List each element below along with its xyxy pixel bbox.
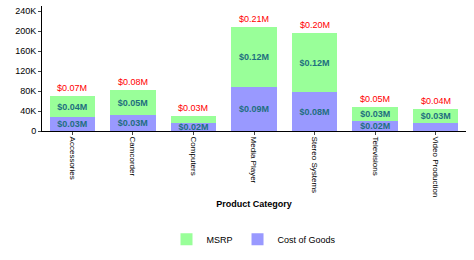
svg-text:240K: 240K <box>15 6 36 16</box>
svg-text:$0.02M: $0.02M <box>360 121 390 131</box>
svg-text:$0.09M: $0.09M <box>239 104 269 114</box>
svg-text:40K: 40K <box>20 106 36 116</box>
svg-text:$0.08M: $0.08M <box>300 107 330 117</box>
svg-text:120K: 120K <box>15 66 36 76</box>
svg-text:$0.20M: $0.20M <box>300 20 330 30</box>
svg-text:$0.21M: $0.21M <box>239 14 269 24</box>
svg-text:$0.07M: $0.07M <box>57 83 87 93</box>
svg-text:200K: 200K <box>15 26 36 36</box>
svg-text:$0.03M: $0.03M <box>57 119 87 129</box>
svg-text:Video Production: Video Production <box>431 137 440 198</box>
svg-text:80K: 80K <box>20 86 36 96</box>
svg-text:$0.04M: $0.04M <box>421 96 451 106</box>
svg-text:$0.02M: $0.02M <box>178 122 208 132</box>
svg-text:$0.12M: $0.12M <box>239 52 269 62</box>
svg-text:MSRP: MSRP <box>207 235 233 245</box>
svg-text:$0.03M: $0.03M <box>421 111 451 121</box>
svg-text:Televisions: Televisions <box>371 137 380 176</box>
svg-text:Media Player: Media Player <box>249 137 258 184</box>
svg-text:$0.05M: $0.05M <box>118 98 148 108</box>
svg-text:Cost of Goods: Cost of Goods <box>278 235 336 245</box>
svg-text:$0.05M: $0.05M <box>360 94 390 104</box>
svg-text:160K: 160K <box>15 46 36 56</box>
svg-text:$0.04M: $0.04M <box>57 102 87 112</box>
svg-text:Product Category: Product Category <box>216 199 292 209</box>
svg-text:$0.03M: $0.03M <box>178 103 208 113</box>
svg-text:0: 0 <box>31 126 36 136</box>
svg-text:Stereo Systems: Stereo Systems <box>310 137 319 193</box>
svg-text:$0.12M: $0.12M <box>300 58 330 68</box>
svg-text:Computers: Computers <box>189 137 198 176</box>
svg-text:$0.08M: $0.08M <box>118 77 148 87</box>
svg-text:Camcorder: Camcorder <box>128 137 137 177</box>
svg-text:$0.03M: $0.03M <box>118 118 148 128</box>
svg-text:Accessories: Accessories <box>68 137 77 180</box>
svg-text:$0.03M: $0.03M <box>360 109 390 119</box>
